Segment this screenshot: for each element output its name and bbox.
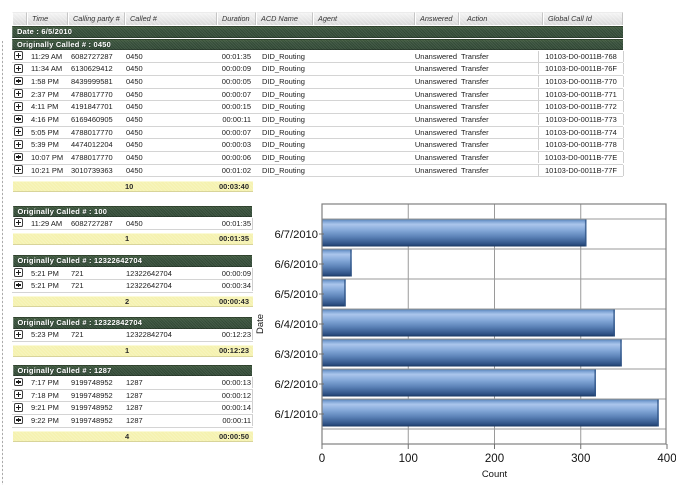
svg-text:Date: Date (255, 314, 266, 334)
svg-text:Count: Count (482, 469, 508, 480)
svg-text:6/1/2010: 6/1/2010 (274, 409, 318, 421)
svg-text:6/6/2010: 6/6/2010 (274, 259, 318, 271)
svg-text:6/3/2010: 6/3/2010 (274, 349, 318, 361)
svg-text:300: 300 (571, 453, 590, 465)
svg-text:6/4/2010: 6/4/2010 (274, 319, 318, 331)
svg-text:0: 0 (319, 453, 325, 465)
svg-text:200: 200 (485, 453, 504, 465)
svg-text:400: 400 (657, 453, 676, 465)
svg-text:6/2/2010: 6/2/2010 (274, 379, 318, 391)
svg-text:6/5/2010: 6/5/2010 (274, 289, 318, 301)
svg-text:100: 100 (399, 453, 418, 465)
svg-text:6/7/2010: 6/7/2010 (274, 229, 318, 241)
